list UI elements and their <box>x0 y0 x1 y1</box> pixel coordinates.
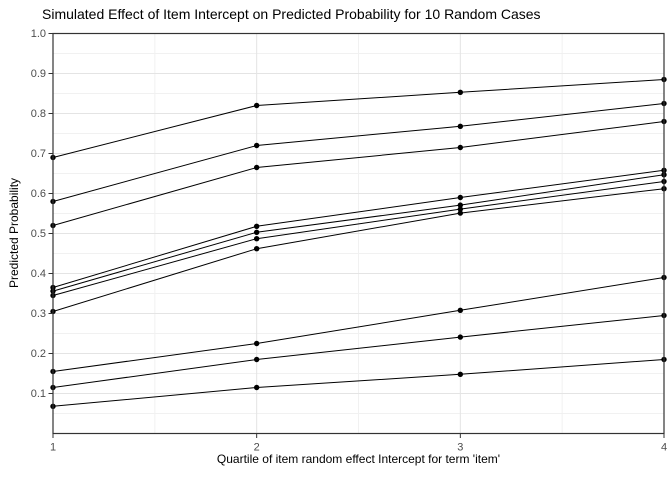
data-line <box>52 359 665 407</box>
y-tick-label: 0.3 <box>31 308 46 320</box>
y-tick-label: 0.6 <box>31 188 46 200</box>
data-point <box>457 144 464 151</box>
data-point <box>457 334 464 340</box>
chart-title: Simulated Effect of Item Intercept on Pr… <box>42 6 541 22</box>
x-tick-label: 4 <box>661 442 667 454</box>
data-point <box>253 384 260 391</box>
data-point <box>457 194 464 201</box>
data-point <box>253 246 260 252</box>
data-point <box>457 210 464 216</box>
data-point <box>253 236 260 242</box>
data-point <box>253 340 260 347</box>
y-tick-label: 0.9 <box>31 68 46 80</box>
data-point <box>457 89 464 96</box>
data-point <box>253 223 260 229</box>
data-point <box>253 229 260 235</box>
y-tick-label: 0.5 <box>31 228 46 240</box>
data-point <box>457 202 464 208</box>
x-tick-label: 1 <box>50 442 56 454</box>
data-point <box>457 206 464 212</box>
data-point <box>253 102 260 109</box>
data-line <box>52 277 665 372</box>
data-line <box>52 121 665 226</box>
data-point <box>457 307 464 313</box>
data-line <box>52 79 665 158</box>
data-point <box>253 356 260 363</box>
x-axis-title: Quartile of item random effect Intercept… <box>216 452 501 466</box>
y-tick-label: 0.4 <box>31 268 46 280</box>
data-line <box>52 174 665 292</box>
data-line <box>52 103 665 202</box>
data-line <box>52 315 665 388</box>
x-tick-label: 3 <box>457 442 463 454</box>
data-line <box>52 181 665 296</box>
data-line <box>52 188 665 312</box>
y-tick-label: 0.1 <box>31 388 46 400</box>
data-point <box>253 142 260 149</box>
data-point <box>457 123 464 129</box>
data-line <box>52 169 665 288</box>
x-tick-label: 2 <box>254 442 260 454</box>
data-point <box>253 164 260 171</box>
y-tick-label: 0.8 <box>31 108 46 120</box>
data-point <box>457 371 464 377</box>
y-tick-label: 0.2 <box>31 348 46 360</box>
y-tick-label: 0.7 <box>31 148 46 160</box>
y-axis-title: Predicted Probability <box>7 177 21 289</box>
y-tick-label: 1.0 <box>31 28 46 40</box>
